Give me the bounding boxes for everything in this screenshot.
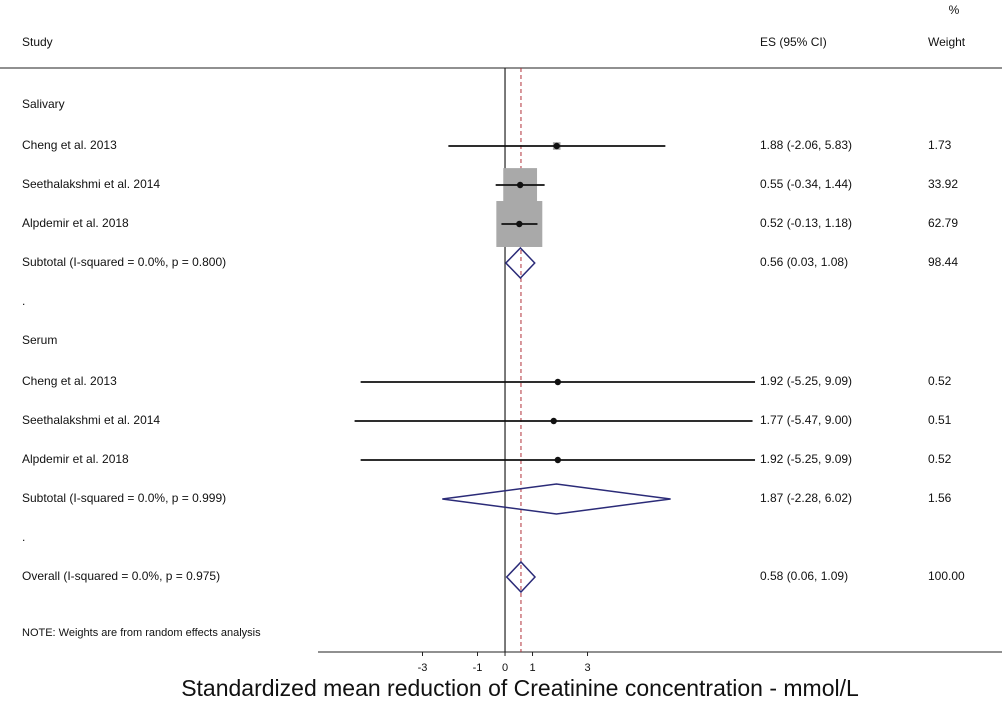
es-ci-label: 1.87 (-2.28, 6.02) [760, 491, 852, 505]
row-label: Alpdemir et al. 2018 [22, 452, 129, 466]
weight-label: 1.56 [928, 491, 952, 505]
row-label: Seethalakshmi et al. 2014 [22, 413, 160, 427]
row-label: Cheng et al. 2013 [22, 374, 117, 388]
separator: . [22, 530, 25, 544]
point-estimate [553, 142, 560, 150]
point-estimate [554, 378, 562, 386]
x-tick-label: -3 [418, 662, 428, 674]
x-tick-label: 1 [529, 662, 535, 674]
header-weight-top: % [949, 3, 960, 17]
header-study: Study [22, 35, 53, 49]
es-ci-label: 0.52 (-0.13, 1.18) [760, 216, 852, 230]
weight-label: 98.44 [928, 255, 958, 269]
row-label: Alpdemir et al. 2018 [22, 216, 129, 230]
pooled-diamond [505, 560, 537, 594]
point-estimate [550, 417, 557, 425]
weight-label: 1.73 [928, 138, 952, 152]
row-label: Subtotal (I-squared = 0.0%, p = 0.999) [22, 491, 226, 505]
point-estimate [516, 181, 524, 189]
x-tick-label: 0 [502, 662, 508, 674]
x-tick-label: -1 [473, 662, 483, 674]
row-label: Cheng et al. 2013 [22, 138, 117, 152]
group-label: Salivary [22, 97, 65, 111]
separator: . [22, 294, 25, 308]
es-ci-label: 0.55 (-0.34, 1.44) [760, 177, 852, 191]
pooled-diamond [442, 483, 671, 515]
weight-label: 0.52 [928, 452, 952, 466]
weight-label: 33.92 [928, 177, 958, 191]
es-ci-label: 1.92 (-5.25, 9.09) [760, 452, 852, 466]
es-ci-label: 1.77 (-5.47, 9.00) [760, 413, 852, 427]
weight-label: 62.79 [928, 216, 958, 230]
note: NOTE: Weights are from random effects an… [22, 627, 261, 639]
weight-label: 0.52 [928, 374, 952, 388]
x-axis-label: Standardized mean reduction of Creatinin… [181, 675, 859, 701]
row-label: Overall (I-squared = 0.0%, p = 0.975) [22, 569, 220, 583]
point-estimate [554, 456, 562, 464]
point-estimate [516, 220, 523, 228]
row-label: Seethalakshmi et al. 2014 [22, 177, 160, 191]
es-ci-label: 1.92 (-5.25, 9.09) [760, 374, 852, 388]
group-label: Serum [22, 333, 57, 347]
pooled-diamond [504, 246, 536, 280]
x-tick-label: 3 [584, 662, 590, 674]
es-ci-label: 1.88 (-2.06, 5.83) [760, 138, 852, 152]
row-label: Subtotal (I-squared = 0.0%, p = 0.800) [22, 255, 226, 269]
header-es: ES (95% CI) [760, 35, 827, 49]
es-ci-label: 0.58 (0.06, 1.09) [760, 569, 848, 583]
es-ci-label: 0.56 (0.03, 1.08) [760, 255, 848, 269]
header-weight: Weight [928, 35, 966, 49]
weight-label: 0.51 [928, 413, 952, 427]
weight-label: 100.00 [928, 569, 965, 583]
